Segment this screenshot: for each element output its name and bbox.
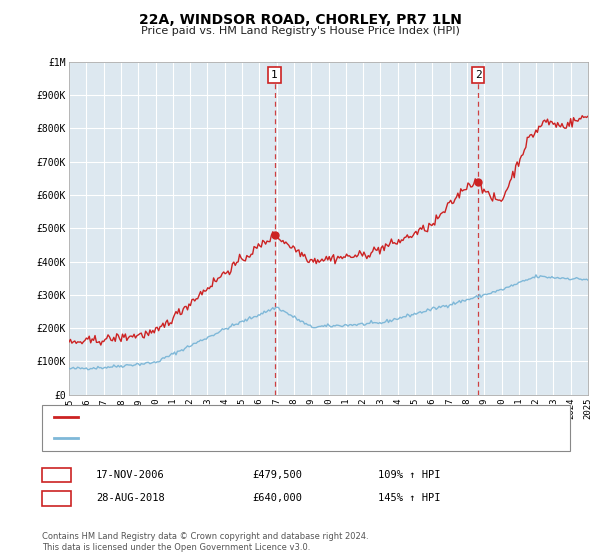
Text: 2: 2	[53, 492, 60, 505]
Text: 1: 1	[53, 468, 60, 482]
Text: £640,000: £640,000	[252, 493, 302, 503]
Text: 145% ↑ HPI: 145% ↑ HPI	[378, 493, 440, 503]
Text: This data is licensed under the Open Government Licence v3.0.: This data is licensed under the Open Gov…	[42, 543, 310, 552]
Text: 1: 1	[271, 70, 278, 80]
Text: HPI: Average price, detached house, Chorley: HPI: Average price, detached house, Chor…	[84, 433, 353, 444]
Text: 2: 2	[475, 70, 482, 80]
Text: 109% ↑ HPI: 109% ↑ HPI	[378, 470, 440, 480]
Text: £479,500: £479,500	[252, 470, 302, 480]
Text: 22A, WINDSOR ROAD, CHORLEY, PR7 1LN: 22A, WINDSOR ROAD, CHORLEY, PR7 1LN	[139, 13, 461, 27]
Text: Contains HM Land Registry data © Crown copyright and database right 2024.: Contains HM Land Registry data © Crown c…	[42, 532, 368, 541]
Text: Price paid vs. HM Land Registry's House Price Index (HPI): Price paid vs. HM Land Registry's House …	[140, 26, 460, 36]
Text: 28-AUG-2018: 28-AUG-2018	[96, 493, 165, 503]
Text: 22A, WINDSOR ROAD, CHORLEY, PR7 1LN (detached house): 22A, WINDSOR ROAD, CHORLEY, PR7 1LN (det…	[84, 412, 409, 422]
Text: 17-NOV-2006: 17-NOV-2006	[96, 470, 165, 480]
